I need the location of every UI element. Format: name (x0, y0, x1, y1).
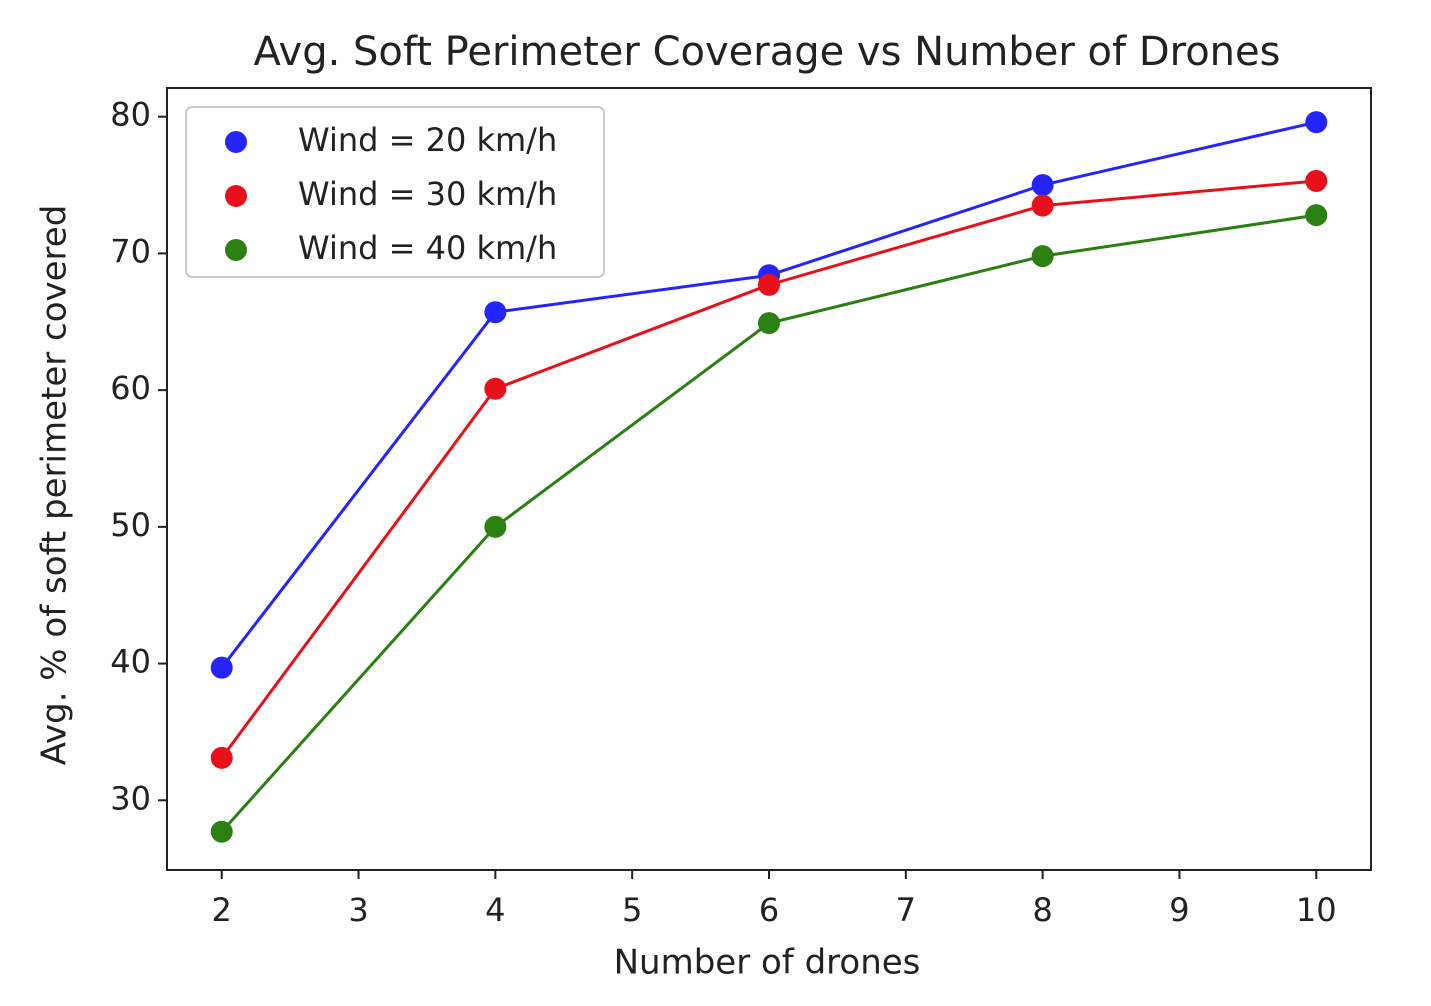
legend-label: Wind = 20 km/h (298, 121, 557, 159)
legend-marker (225, 185, 247, 207)
x-tick-label: 10 (1296, 891, 1337, 929)
data-point (1305, 169, 1328, 192)
data-point (210, 656, 233, 679)
x-tick-label: 4 (485, 891, 505, 929)
data-point (1031, 245, 1054, 268)
legend-marker (225, 131, 247, 153)
chart-title: Avg. Soft Perimeter Coverage vs Number o… (254, 29, 1281, 75)
y-tick-label: 50 (110, 506, 151, 544)
data-point (1031, 174, 1054, 197)
x-tick-label: 3 (348, 891, 368, 929)
y-tick-label: 60 (110, 369, 151, 407)
x-tick-label: 9 (1169, 891, 1189, 929)
data-point (1305, 204, 1328, 227)
data-point (210, 820, 233, 843)
data-point (484, 301, 507, 324)
series-line (220, 213, 1317, 833)
legend-label: Wind = 30 km/h (298, 175, 557, 213)
data-point (1305, 111, 1328, 134)
x-tick-label: 8 (1032, 891, 1052, 929)
data-point (758, 273, 780, 296)
y-tick-label: 40 (110, 643, 151, 681)
y-axis-label: Avg. % of soft perimeter covered (35, 205, 75, 766)
x-tick-label: 7 (896, 891, 916, 929)
y-tick-label: 80 (110, 96, 151, 134)
x-tick-label: 5 (622, 891, 642, 929)
data-point (758, 312, 780, 335)
data-point (484, 377, 507, 400)
data-point (210, 746, 233, 769)
legend-marker (225, 239, 247, 261)
x-axis-label: Number of drones (614, 943, 921, 983)
y-tick-label: 30 (110, 779, 151, 817)
x-tick-label: 6 (759, 891, 779, 929)
y-tick-label: 70 (110, 232, 151, 270)
legend-box (185, 106, 605, 278)
data-point (1031, 194, 1054, 217)
data-point (484, 515, 507, 538)
x-tick-label: 2 (212, 891, 232, 929)
legend-label: Wind = 40 km/h (298, 229, 557, 267)
